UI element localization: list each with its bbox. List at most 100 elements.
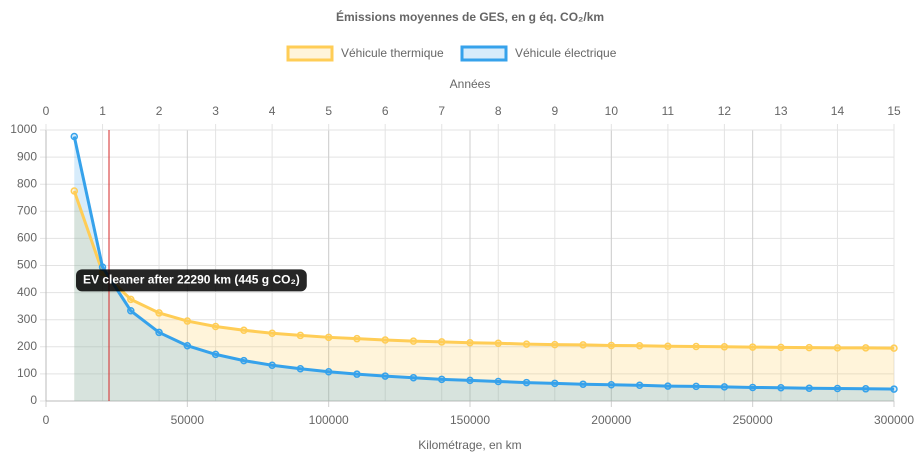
data-point	[466, 338, 474, 347]
data-point	[833, 344, 842, 352]
data-point	[437, 375, 446, 384]
x2-tick-label: 0	[43, 104, 50, 118]
data-point	[127, 307, 135, 315]
data-point	[381, 372, 389, 380]
data-point	[183, 341, 192, 350]
y-tick-label: 400	[17, 285, 37, 299]
data-point	[607, 341, 616, 350]
x2-tick-label: 14	[831, 104, 845, 118]
x-tick-label: 0	[43, 413, 50, 427]
x-tick-label: 50000	[171, 413, 205, 427]
data-point	[692, 382, 700, 391]
data-point	[579, 341, 587, 349]
data-point	[805, 384, 813, 393]
data-point	[211, 350, 220, 359]
data-point	[466, 376, 474, 385]
x2-tick-label: 15	[887, 104, 901, 118]
data-point	[127, 295, 135, 304]
x-tick-label: 250000	[733, 413, 773, 427]
x2-tick-label: 5	[325, 104, 332, 118]
legend-label: Véhicule thermique	[341, 46, 444, 60]
x2-axis-label: Années	[450, 77, 491, 91]
y-tick-label: 200	[17, 339, 37, 353]
data-point	[70, 187, 79, 195]
data-point	[805, 343, 813, 352]
legend-swatch	[286, 45, 334, 62]
data-point	[494, 339, 503, 348]
annotation-box	[76, 269, 307, 292]
series-line	[72, 136, 895, 391]
x2-tick-label: 11	[662, 104, 675, 118]
data-point	[861, 344, 870, 352]
data-point	[748, 343, 757, 351]
data-point	[720, 343, 729, 351]
y-tick-label: 300	[17, 312, 37, 326]
x2-tick-label: 12	[718, 104, 732, 118]
data-point	[296, 365, 305, 373]
data-point	[268, 329, 276, 337]
x-tick-label: 300000	[874, 413, 914, 427]
x2-tick-label: 3	[212, 104, 219, 118]
data-point	[777, 343, 785, 352]
x2-tick-label: 13	[774, 104, 788, 118]
x2-tick-label: 1	[99, 104, 106, 118]
data-point	[240, 356, 248, 365]
data-point	[409, 337, 418, 345]
data-point	[551, 340, 559, 349]
data-point	[353, 334, 361, 343]
y-tick-label: 100	[17, 366, 37, 380]
x2-tick-label: 6	[382, 104, 389, 118]
y-tick-label: 900	[17, 149, 37, 163]
data-point	[409, 373, 418, 382]
y-tick-label: 800	[17, 176, 37, 190]
data-point	[720, 383, 729, 391]
y-tick-label: 1000	[10, 122, 37, 136]
data-point	[551, 379, 559, 388]
x2-tick-label: 2	[156, 104, 163, 118]
chart-title: Émissions moyennes de GES, en g éq. CO₂/…	[336, 9, 604, 24]
data-point	[296, 331, 305, 340]
x2-tick-label: 10	[605, 104, 619, 118]
data-point	[324, 333, 333, 342]
y-tick-label: 0	[30, 393, 37, 407]
data-point	[437, 338, 446, 346]
data-point	[70, 132, 79, 141]
data-point	[522, 340, 531, 348]
legend-swatch	[460, 45, 508, 62]
data-point	[522, 378, 531, 387]
data-point	[777, 383, 785, 392]
data-point	[381, 336, 389, 344]
x2-tick-label: 7	[438, 104, 445, 118]
data-point	[155, 328, 163, 337]
data-point	[324, 367, 333, 376]
data-point	[664, 342, 672, 351]
data-point	[98, 263, 107, 271]
data-point	[890, 344, 898, 352]
data-point	[494, 377, 503, 386]
data-point	[664, 382, 672, 390]
data-point	[833, 384, 842, 393]
legend-label: Véhicule électrique	[515, 46, 617, 60]
data-point	[635, 341, 644, 350]
data-point	[861, 385, 870, 393]
x2-tick-label: 8	[495, 104, 502, 118]
series-line	[72, 190, 895, 350]
series-area	[74, 190, 895, 401]
data-point	[635, 381, 644, 390]
data-point	[211, 322, 220, 331]
x-tick-label: 150000	[450, 413, 490, 427]
annotation-label: EV cleaner after 22290 km (445 g CO₂)	[76, 269, 307, 292]
x-tick-label: 100000	[309, 413, 349, 427]
data-point	[692, 342, 700, 351]
x-axis-label: Kilométrage, en km	[418, 438, 521, 452]
data-point	[268, 361, 276, 369]
data-point	[183, 317, 192, 325]
annotation-text: EV cleaner after 22290 km (445 g CO₂)	[83, 273, 300, 287]
data-point	[607, 380, 616, 389]
x-tick-label: 200000	[591, 413, 631, 427]
x2-tick-label: 9	[551, 104, 558, 118]
data-point	[890, 385, 898, 393]
series-area	[74, 136, 895, 401]
data-point	[155, 309, 163, 317]
